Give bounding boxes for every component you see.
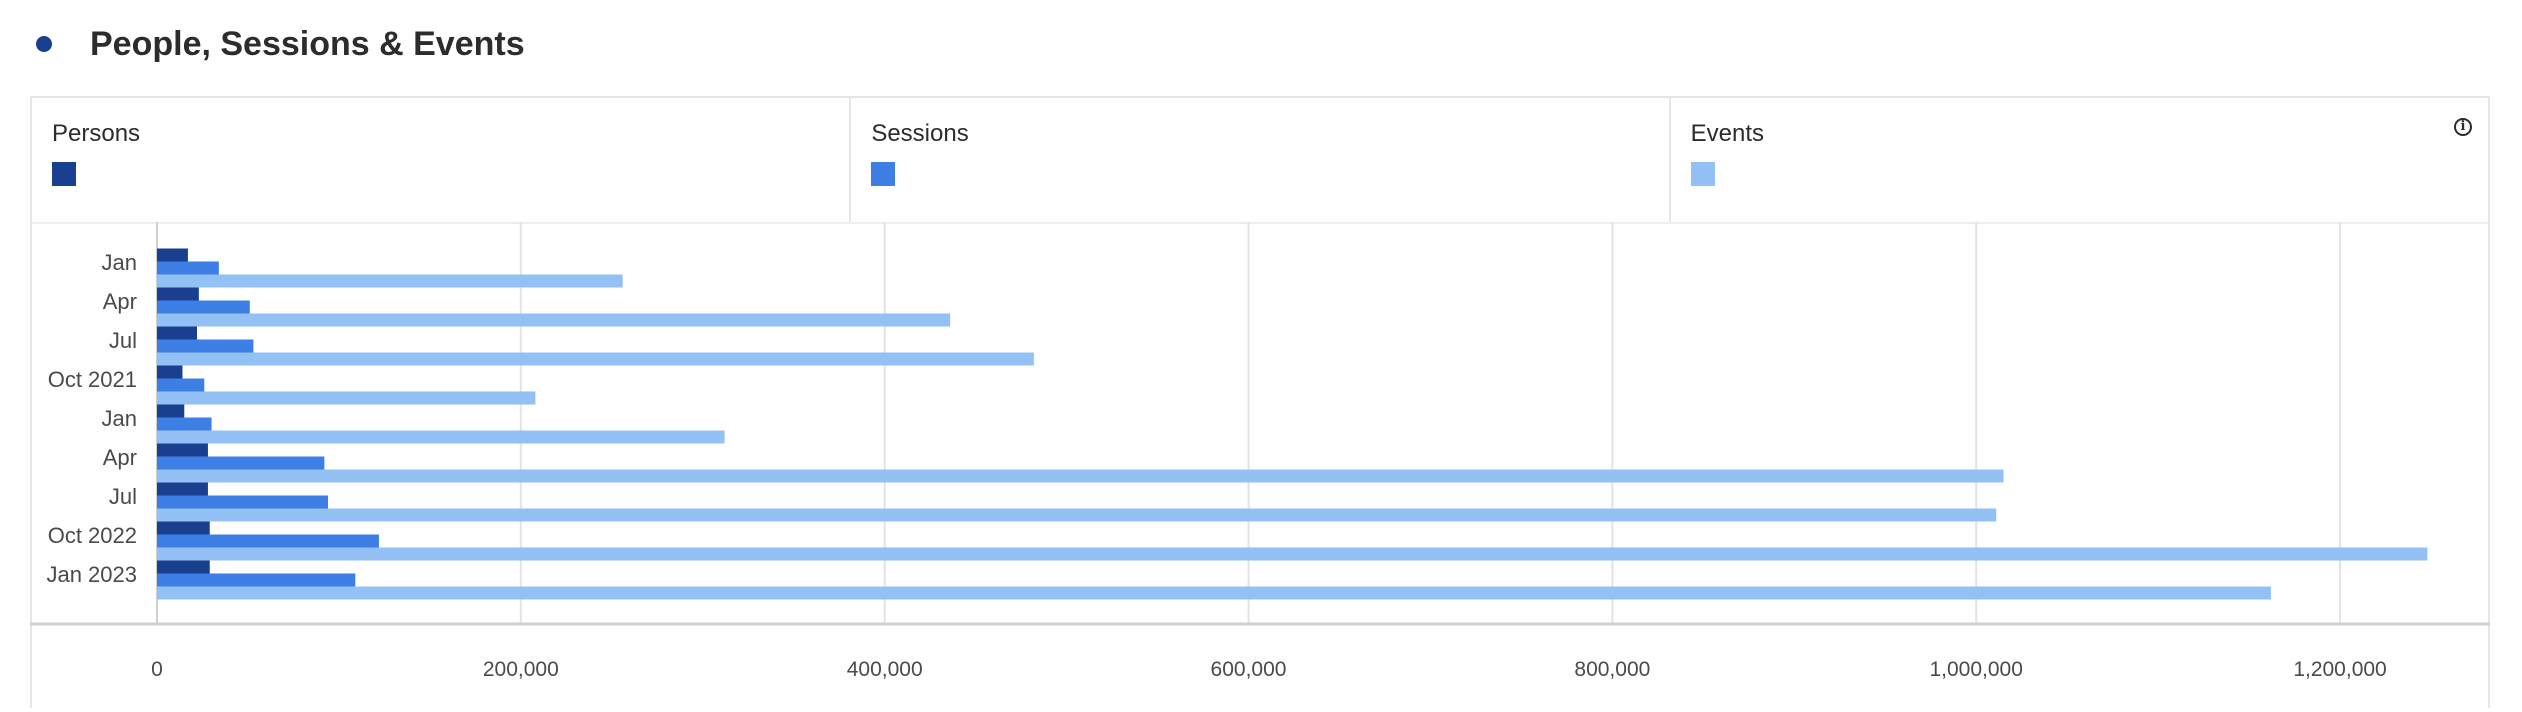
category-label: Apr bbox=[103, 289, 137, 314]
legend-swatch-sessions bbox=[871, 162, 896, 186]
chart-panel: Persons Sessions Events i bbox=[30, 96, 2490, 708]
legend-swatch-persons bbox=[52, 162, 76, 186]
x-tick-label: 1,000,000 bbox=[1929, 658, 2022, 681]
category-label: Jan bbox=[102, 250, 137, 275]
category-label: Jul bbox=[109, 484, 137, 509]
category-label: Apr bbox=[103, 445, 137, 470]
widget-title: People, Sessions & Events bbox=[90, 25, 525, 63]
bar-events[interactable] bbox=[157, 313, 951, 327]
bar-sessions[interactable] bbox=[157, 456, 325, 470]
bar-events[interactable] bbox=[157, 274, 623, 288]
bar-sessions[interactable] bbox=[157, 261, 219, 275]
bar-events[interactable] bbox=[157, 391, 536, 405]
bar-events[interactable] bbox=[157, 430, 725, 444]
x-tick-label: 200,000 bbox=[483, 658, 559, 681]
legend-swatch-events bbox=[1690, 162, 1715, 186]
bar-persons[interactable] bbox=[157, 404, 185, 418]
category-label: Jul bbox=[109, 328, 137, 353]
bar-persons[interactable] bbox=[157, 365, 183, 379]
x-tick-label: 800,000 bbox=[1574, 658, 1650, 681]
bar-events[interactable] bbox=[157, 352, 1034, 366]
bar-sessions[interactable] bbox=[157, 534, 379, 548]
bar-persons[interactable] bbox=[157, 482, 208, 496]
legend-item-events[interactable]: Events i bbox=[1671, 98, 2488, 222]
category-label: Oct 2022 bbox=[48, 523, 137, 548]
bar-events[interactable] bbox=[157, 469, 2004, 483]
legend-label-persons: Persons bbox=[52, 120, 141, 147]
bar-sessions[interactable] bbox=[157, 495, 329, 509]
bar-persons[interactable] bbox=[157, 443, 208, 457]
bar-sessions[interactable] bbox=[157, 300, 250, 314]
x-tick-label: 0 bbox=[151, 658, 163, 681]
bar-sessions[interactable] bbox=[157, 573, 356, 587]
legend-label-events: Events bbox=[1690, 120, 1765, 147]
bar-persons[interactable] bbox=[157, 560, 210, 574]
x-tick-label: 1,200,000 bbox=[2293, 658, 2386, 681]
bar-events[interactable] bbox=[157, 586, 2271, 600]
x-tick-label: 600,000 bbox=[1211, 658, 1287, 681]
bar-sessions[interactable] bbox=[157, 378, 205, 392]
info-icon[interactable]: i bbox=[2453, 118, 2472, 136]
bar-events[interactable] bbox=[157, 547, 2428, 561]
bar-persons[interactable] bbox=[157, 287, 199, 301]
category-label: Oct 2021 bbox=[48, 367, 137, 392]
legend-item-persons[interactable]: Persons bbox=[32, 98, 852, 222]
bar-persons[interactable] bbox=[157, 248, 188, 262]
bar-persons[interactable] bbox=[157, 326, 198, 340]
bar-sessions[interactable] bbox=[157, 417, 212, 431]
legend-label-sessions: Sessions bbox=[871, 120, 969, 147]
category-label: Jan bbox=[102, 406, 137, 431]
title-bullet-icon bbox=[36, 36, 52, 52]
bar-events[interactable] bbox=[157, 508, 1997, 522]
widget-header: People, Sessions & Events bbox=[0, 0, 2522, 90]
legend: Persons Sessions Events i bbox=[32, 98, 2488, 224]
legend-item-sessions[interactable]: Sessions bbox=[851, 98, 1671, 222]
category-label: Jan 2023 bbox=[46, 562, 137, 587]
bar-sessions[interactable] bbox=[157, 339, 254, 353]
x-tick-label: 400,000 bbox=[847, 658, 923, 681]
bar-persons[interactable] bbox=[157, 521, 210, 535]
